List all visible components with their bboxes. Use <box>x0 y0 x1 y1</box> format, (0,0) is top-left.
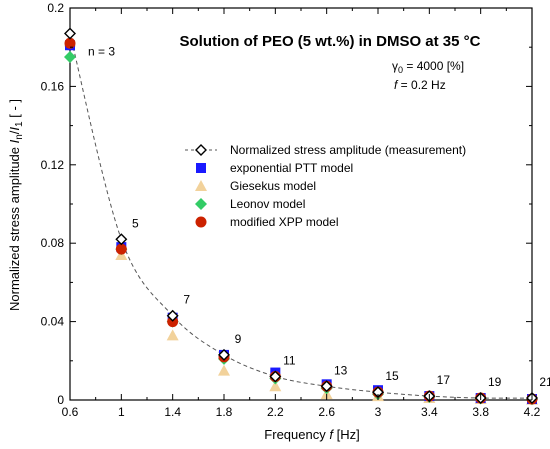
x-tick-label: 3.8 <box>472 405 489 419</box>
point-open-diamond <box>64 27 76 40</box>
f-value: = 0.2 Hz <box>397 78 445 92</box>
x-label-var: f <box>329 427 334 442</box>
legend-label-measurement: Normalized stress amplitude (measurement… <box>230 143 466 157</box>
point-circle <box>115 243 127 255</box>
harmonic-label: 19 <box>488 375 502 389</box>
y-label-num-sub: n <box>14 134 25 140</box>
gamma-annotation: γ0 = 4000 [%] <box>392 59 464 75</box>
y-label-unit: [ - ] <box>7 99 22 121</box>
legend: Normalized stress amplitude (measurement… <box>185 143 466 229</box>
f-symbol: f <box>394 78 399 92</box>
x-axis-label: Frequency f [Hz] <box>264 427 359 442</box>
x-tick-label: 1.8 <box>216 405 233 419</box>
axis-ticks: 0.6 1 1.4 1.8 2.2 2.6 3 3.4 3.8 4.2 0 0.04 0.08 0.12 0… <box>41 1 541 419</box>
point-triangle <box>218 364 230 376</box>
chart-title: Solution of PEO (5 wt.%) in DMSO at 35 °… <box>179 33 480 50</box>
point-triangle <box>166 329 179 341</box>
y-tick-label: 0.16 <box>41 79 65 93</box>
gamma-subscript: 0 <box>398 65 403 75</box>
gamma-symbol: γ <box>392 59 398 73</box>
y-tick-label: 0.2 <box>47 1 64 15</box>
harmonic-label: 15 <box>385 369 399 383</box>
y-tick-label: 0.04 <box>41 315 65 329</box>
x-tick-label: 4.2 <box>524 405 541 419</box>
x-label-prefix: Frequency <box>264 427 329 442</box>
legend-label-leonov: Leonov model <box>230 197 305 211</box>
point-open-diamond <box>166 309 179 322</box>
x-tick-label: 2.2 <box>267 405 284 419</box>
x-tick-label: 0.6 <box>62 405 79 419</box>
legend-label-giesekus: Giesekus model <box>230 179 316 193</box>
x-tick-label: 3.4 <box>421 405 438 419</box>
harmonic-label: 17 <box>437 373 451 387</box>
harmonic-label: 7 <box>183 293 190 307</box>
legend-label-ptt: exponential PTT model <box>230 161 353 175</box>
y-label-den-sub: 1 <box>14 121 25 127</box>
y-label-den: I <box>7 127 22 131</box>
point-circle <box>64 37 76 49</box>
legend-square-icon <box>196 163 206 173</box>
legend-diamond-icon <box>195 198 207 210</box>
harmonic-label: 5 <box>132 216 139 230</box>
harmonic-label: 11 <box>283 353 296 367</box>
point-open-diamond <box>115 233 128 246</box>
frequency-annotation: f = 0.2 Hz <box>394 78 446 92</box>
harmonic-labels: n = 3 5 7 9 11 13 15 17 19 21 <box>88 44 550 389</box>
y-tick-label: 0.08 <box>41 236 65 250</box>
harmonic-label: 21 <box>539 375 550 389</box>
point-open-diamond <box>320 380 333 393</box>
gamma-value: = 4000 [%] <box>403 59 464 73</box>
y-label-num: I <box>7 139 22 143</box>
point-triangle <box>269 380 282 392</box>
legend-label-xpp: modified XPP model <box>230 215 339 229</box>
point-diamond <box>64 51 76 63</box>
y-tick-label: 0.12 <box>41 158 65 172</box>
x-label-unit: [Hz] <box>333 427 360 442</box>
harmonic-label: 9 <box>235 332 242 346</box>
x-tick-label: 3 <box>375 405 382 419</box>
legend-triangle-icon <box>195 180 207 191</box>
x-tick-label: 1.4 <box>164 405 181 419</box>
y-tick-label: 0 <box>57 393 64 407</box>
legend-open-diamond-icon <box>195 144 207 156</box>
x-tick-label: 2.6 <box>318 405 335 419</box>
point-open-diamond <box>218 348 230 361</box>
x-tick-label: 1 <box>118 405 125 419</box>
y-axis-label: Normalized stress amplitude In/I1 [ - ] <box>7 99 25 311</box>
harmonic-label: 13 <box>334 363 348 377</box>
legend-circle-icon <box>195 216 207 228</box>
y-label-prefix: Normalized stress amplitude <box>7 143 22 311</box>
point-open-diamond <box>269 370 282 383</box>
harmonic-label: n = 3 <box>88 44 115 58</box>
y-label-slash: / <box>7 130 22 134</box>
